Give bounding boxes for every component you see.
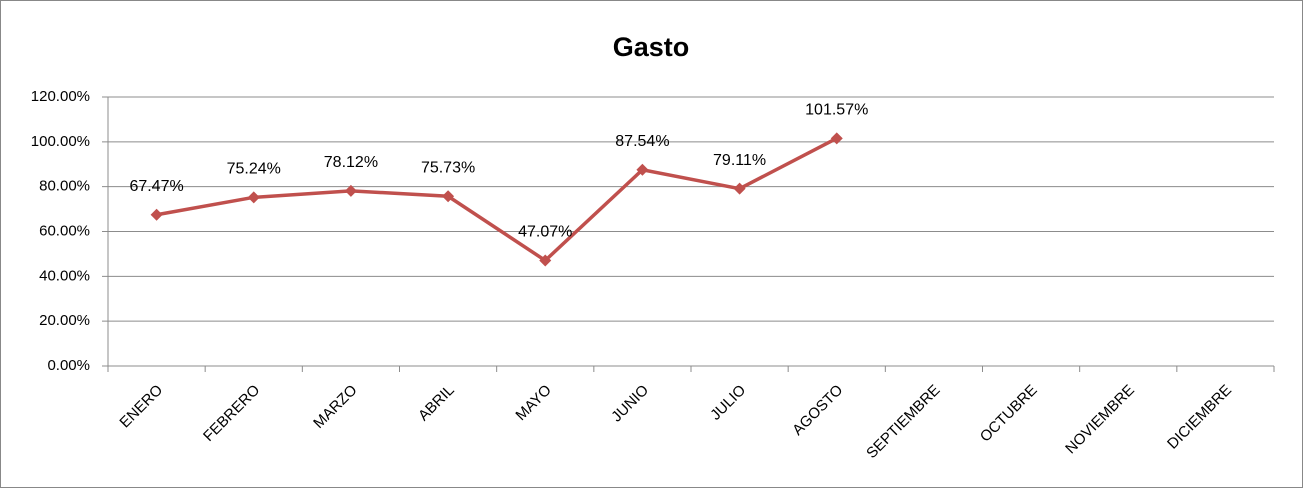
y-tick-label: 40.00% [39,267,90,284]
y-tick-label: 80.00% [39,178,90,195]
data-label: 47.07% [518,224,572,241]
data-label: 67.47% [129,178,183,195]
chart-title: Gasto [613,32,690,62]
data-label: 79.11% [713,152,766,169]
marker [442,190,455,203]
data-label: 87.54% [615,133,669,150]
marker [830,132,843,145]
y-tick-label: 100.00% [31,133,90,150]
marker [344,184,357,197]
marker [636,163,649,176]
y-tick-label: 20.00% [39,312,90,329]
y-tick-label: 0.00% [47,357,90,374]
marker [733,182,746,195]
y-tick-label: 120.00% [31,88,90,105]
marker [539,254,552,267]
data-label: 75.73% [421,159,475,176]
data-label: 78.12% [324,154,378,171]
series-line [156,136,838,263]
y-tick-label: 60.00% [39,222,90,239]
marker [247,191,260,204]
marker [150,208,163,221]
data-label: 101.57% [805,102,868,119]
data-label: 75.24% [227,161,281,178]
